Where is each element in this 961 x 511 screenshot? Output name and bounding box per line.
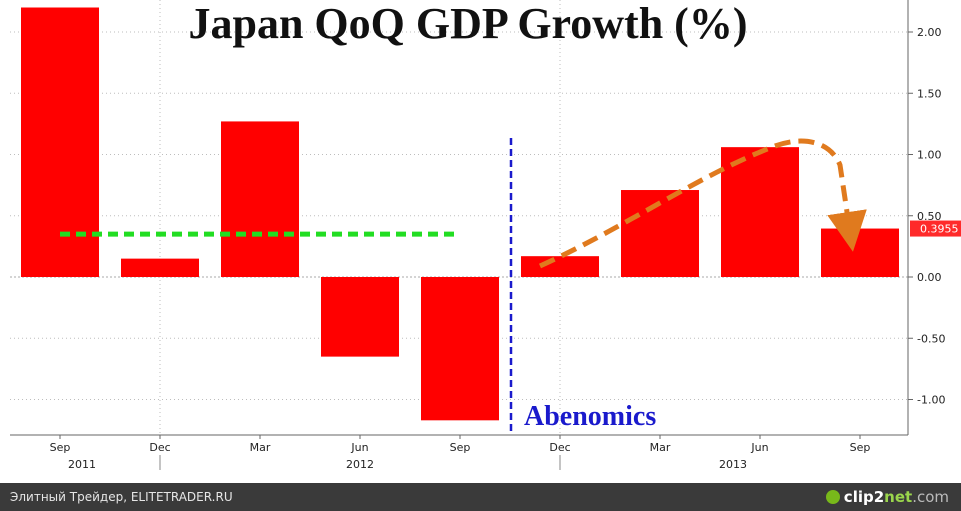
footer-bar: Элитный Трейдер, ELITETRADER.RU clip2 ne…	[0, 483, 961, 511]
x-tick-label: Dec	[549, 441, 570, 454]
bar	[521, 256, 599, 277]
gdp-chart: 2.00 1.50 1.00 0.50 0.00 -0.50 -1.00 0.3955 Sep D…	[10, 0, 961, 471]
x-tick-label: Sep	[50, 441, 71, 454]
footer-source-text: Элитный Трейдер, ELITETRADER.RU	[10, 490, 233, 504]
year-label: 2012	[346, 458, 374, 471]
x-tick-label: Mar	[650, 441, 671, 454]
clip2net-logo[interactable]: clip2 net .com	[825, 487, 949, 507]
year-label: 2013	[719, 458, 747, 471]
y-tick-label: 0.50	[917, 210, 942, 223]
bar	[721, 147, 799, 277]
chart-title: Japan QoQ GDP Growth (%)	[188, 0, 747, 48]
y-tick-label: 1.50	[917, 87, 942, 100]
x-tick-label: Sep	[850, 441, 871, 454]
trend-arrow	[538, 138, 867, 269]
last-value-label: 0.3955	[920, 223, 959, 236]
x-tick-label: Dec	[149, 441, 170, 454]
bar	[421, 277, 499, 421]
y-tick-label: -1.00	[917, 394, 945, 407]
x-tick-label: Jun	[350, 441, 368, 454]
last-value-tag	[910, 220, 961, 237]
y-tick-label: 0.00	[917, 271, 942, 284]
y-tick-label: 1.00	[917, 149, 942, 162]
year-label: 2011	[68, 458, 96, 471]
bar	[321, 277, 399, 357]
logo-sub: net	[884, 488, 913, 506]
logo-main: clip2	[843, 488, 885, 506]
x-tick-label: Jun	[750, 441, 768, 454]
y-tick-label: 2.00	[917, 26, 942, 39]
bar	[221, 121, 299, 277]
y-tick-label: -0.50	[917, 332, 945, 345]
x-tick-label: Sep	[450, 441, 471, 454]
abenomics-annotation: Abenomics	[524, 401, 656, 432]
x-tick-label: Mar	[250, 441, 271, 454]
bar	[821, 228, 899, 277]
bar	[121, 258, 199, 277]
clip-icon	[825, 490, 840, 504]
logo-tail: .com	[912, 488, 949, 506]
